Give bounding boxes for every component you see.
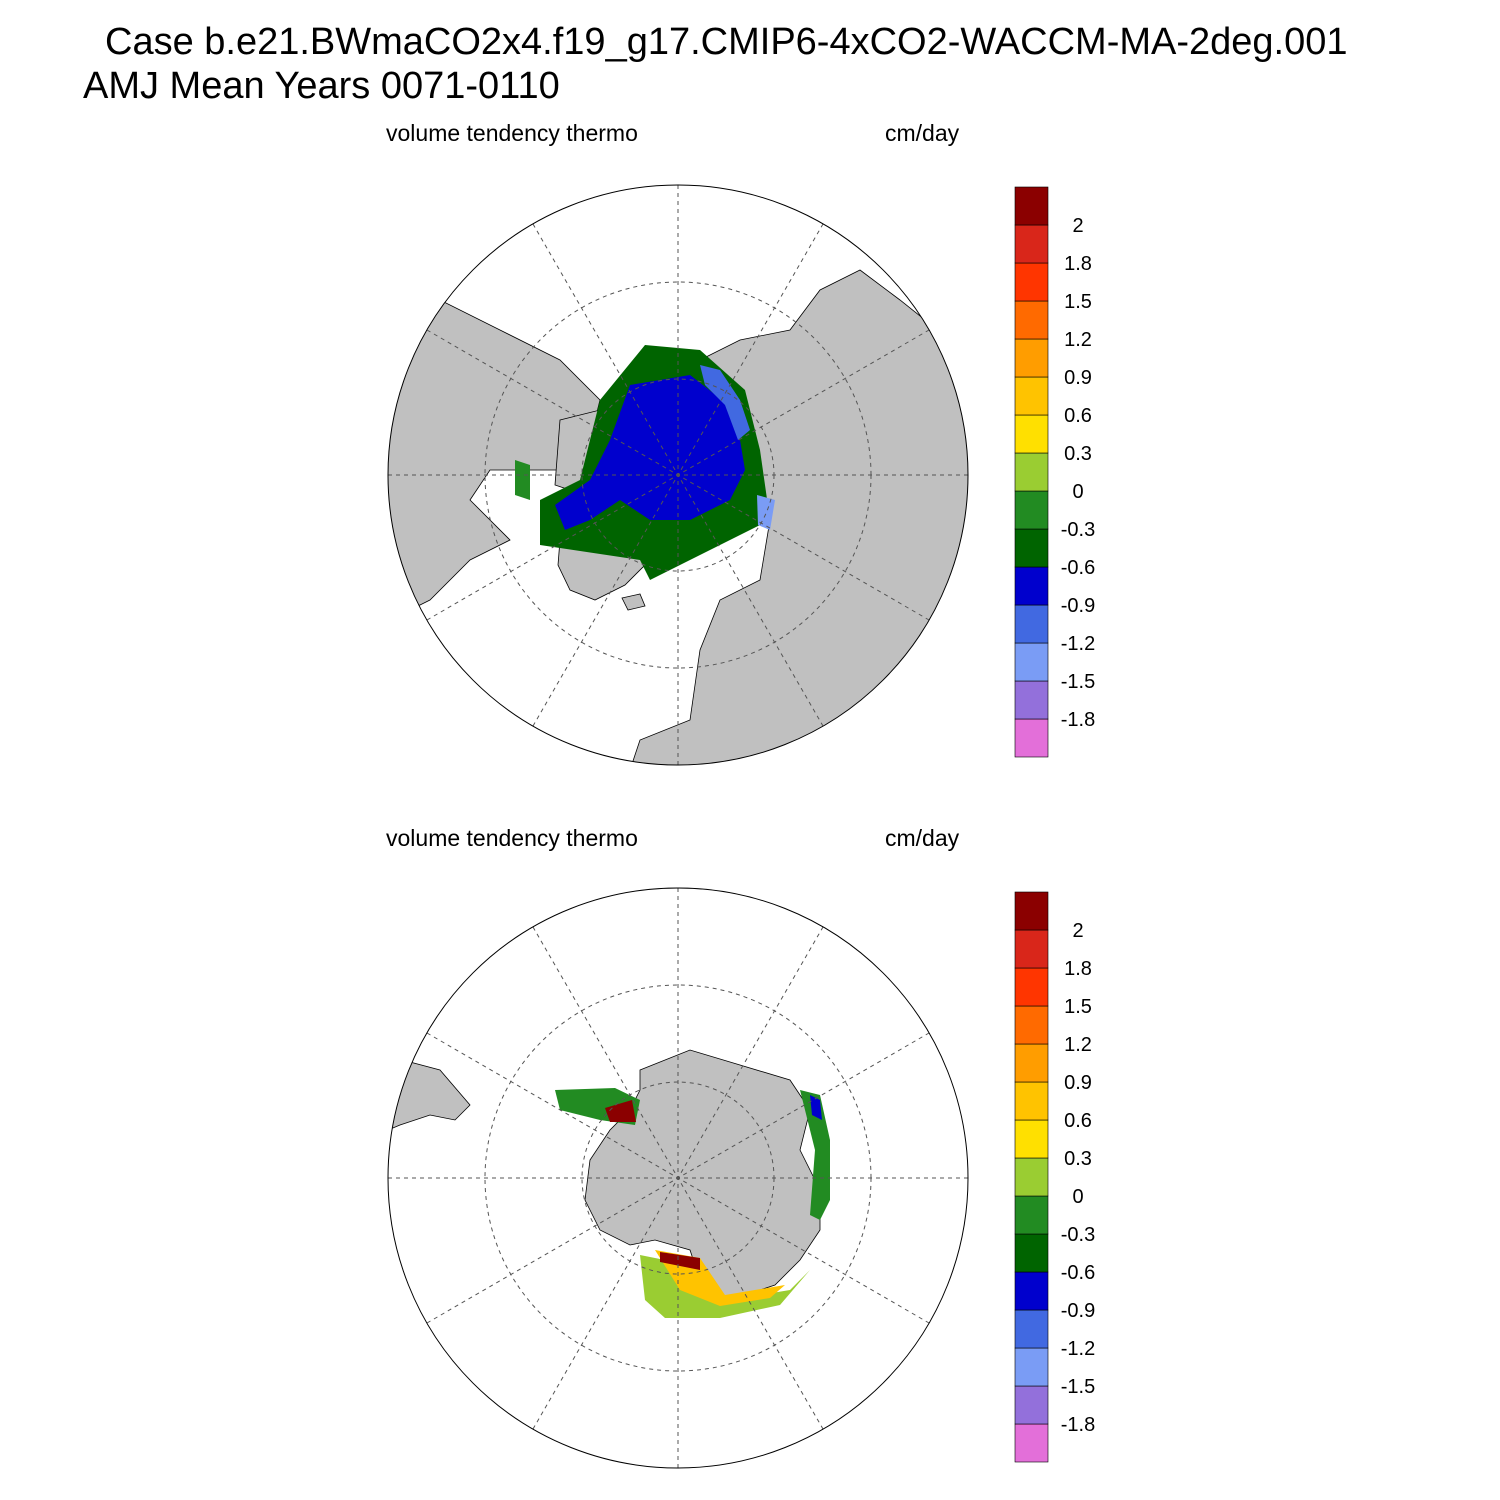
south-colorbar-tick-label: 0 <box>1072 1186 1083 1208</box>
north-colorbar: -1.8 -1.5 -1.2 -0.9 -0.6 -0.3 0 0.3 0.6 0.9 1.2 1.5… <box>1014 186 1095 758</box>
south-colorbar-swatch <box>1014 1195 1049 1235</box>
south-colorbar-swatch <box>1014 1119 1049 1159</box>
north-colorbar-swatch <box>1014 300 1049 340</box>
south-colorbar-tick-label: -1.2 <box>1061 1338 1095 1360</box>
north-colorbar-swatch <box>1014 566 1049 606</box>
north-graticule <box>388 185 968 765</box>
south-colorbar-tick-label: 1.2 <box>1064 1034 1092 1056</box>
south-colorbar-tick-label: -0.9 <box>1061 1300 1095 1322</box>
north-colorbar-swatch <box>1014 642 1049 682</box>
north-colorbar-tick-label: -1.5 <box>1061 671 1095 693</box>
north-colorbar-swatch <box>1014 338 1049 378</box>
north-colorbar-swatch <box>1014 680 1049 720</box>
south-variable-label: volume tendency thermo <box>386 825 638 851</box>
north-ice-deep-blue <box>555 375 745 530</box>
south-colorbar-tick-label: 2 <box>1072 920 1083 942</box>
south-colorbar-swatch <box>1014 1423 1049 1463</box>
north-colorbar-swatch <box>1014 376 1049 416</box>
south-colorbar-swatch <box>1014 891 1049 931</box>
south-colorbar-swatch <box>1014 1233 1049 1273</box>
north-colorbar-swatch <box>1014 528 1049 568</box>
south-ice-east-blue <box>810 1095 822 1120</box>
south-ice-weddell-red <box>605 1100 636 1122</box>
north-land-iceland <box>621 593 646 611</box>
north-colorbar-tick-label: -1.8 <box>1061 709 1095 731</box>
south-colorbar-tick-label: -0.3 <box>1061 1224 1095 1246</box>
south-colorbar-swatch <box>1014 1043 1049 1083</box>
north-colorbar-tick-label: 0.3 <box>1064 443 1092 465</box>
south-colorbar: -1.8 -1.5 -1.2 -0.9 -0.6 -0.3 0 0.3 0.6 0.9 1.2 1.5… <box>1014 891 1095 1463</box>
south-ice-east-strip <box>800 1090 830 1220</box>
north-colorbar-swatch <box>1014 718 1049 758</box>
north-colorbar-tick-label: -1.2 <box>1061 633 1095 655</box>
south-colorbar-tick-label: -1.5 <box>1061 1376 1095 1398</box>
south-colorbar-tick-label: -1.8 <box>1061 1414 1095 1436</box>
north-colorbar-swatch <box>1014 490 1049 530</box>
north-colorbar-tick-label: -0.6 <box>1061 557 1095 579</box>
north-units-label: cm/day <box>885 120 960 146</box>
north-colorbar-tick-label: 1.8 <box>1064 253 1092 275</box>
north-colorbar-swatch <box>1014 262 1049 302</box>
north-colorbar-swatch <box>1014 186 1049 226</box>
south-colorbar-swatch <box>1014 1385 1049 1425</box>
south-colorbar-swatch <box>1014 1005 1049 1045</box>
south-colorbar-swatch <box>1014 1157 1049 1197</box>
north-colorbar-tick-label: 0.9 <box>1064 367 1092 389</box>
north-colorbar-tick-label: 1.5 <box>1064 291 1092 313</box>
north-variable-label: volume tendency thermo <box>386 120 638 146</box>
north-colorbar-tick-label: -0.3 <box>1061 519 1095 541</box>
north-colorbar-tick-label: 1.2 <box>1064 329 1092 351</box>
north-colorbar-swatch <box>1014 604 1049 644</box>
south-polar-map <box>388 888 968 1468</box>
north-ice-light-blue <box>757 495 775 530</box>
south-units-label: cm/day <box>885 825 960 851</box>
south-colorbar-tick-label: 0.3 <box>1064 1148 1092 1170</box>
south-colorbar-tick-label: 1.5 <box>1064 996 1092 1018</box>
south-ice-ross-red <box>660 1252 700 1270</box>
south-colorbar-tick-label: 0.6 <box>1064 1110 1092 1132</box>
south-map-border <box>387 887 969 1469</box>
figure-title-line1: Case b.e21.BWmaCO2x4.f19_g17.CMIP6-4xCO2… <box>105 21 1348 63</box>
south-colorbar-swatch <box>1014 1271 1049 1311</box>
south-colorbar-swatch <box>1014 1309 1049 1349</box>
south-colorbar-swatch <box>1014 1081 1049 1121</box>
north-ice-light-green <box>515 460 530 500</box>
north-colorbar-tick-label: 2 <box>1072 215 1083 237</box>
figure-title-line2: AMJ Mean Years 0071-0110 <box>83 65 560 107</box>
north-colorbar-swatch <box>1014 414 1049 454</box>
south-colorbar-tick-label: 1.8 <box>1064 958 1092 980</box>
north-colorbar-tick-label: 0.6 <box>1064 405 1092 427</box>
south-colorbar-tick-label: -0.6 <box>1061 1262 1095 1284</box>
south-colorbar-swatch <box>1014 1347 1049 1387</box>
north-colorbar-swatch <box>1014 452 1049 492</box>
south-colorbar-swatch <box>1014 967 1049 1007</box>
north-colorbar-tick-label: -0.9 <box>1061 595 1095 617</box>
north-ice-mid-blue <box>700 365 750 440</box>
north-colorbar-tick-label: 0 <box>1072 481 1083 503</box>
south-colorbar-tick-label: 0.9 <box>1064 1072 1092 1094</box>
north-map-border <box>387 184 969 766</box>
south-colorbar-swatch <box>1014 929 1049 969</box>
north-colorbar-swatch <box>1014 224 1049 264</box>
north-polar-map <box>388 185 968 765</box>
south-graticule <box>388 888 968 1468</box>
